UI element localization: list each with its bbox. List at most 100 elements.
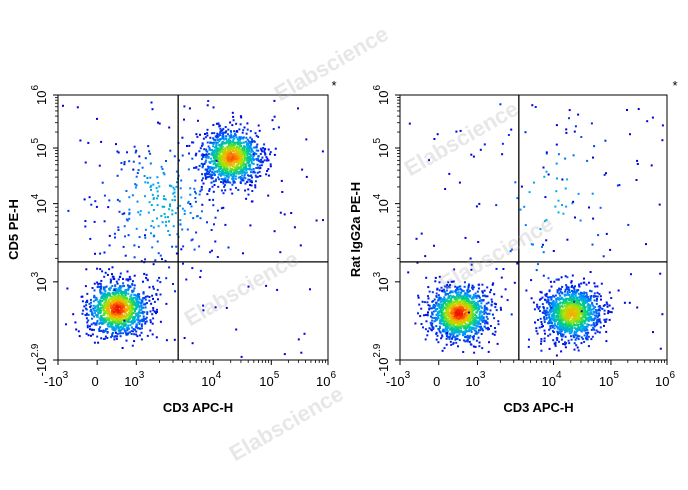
event-dot (149, 329, 152, 332)
event-dot (455, 291, 458, 294)
event-dot (458, 320, 460, 323)
event-dot (465, 330, 468, 332)
event-dot (438, 298, 441, 301)
event-dot (600, 282, 603, 285)
event-dot (587, 345, 590, 348)
event-dot (218, 170, 221, 173)
event-dot (100, 309, 103, 312)
event-dot (500, 295, 503, 298)
event-dot (544, 298, 546, 301)
y-axis-label: CD5 PE-H (6, 199, 21, 260)
event-dot (250, 184, 253, 187)
event-dot (457, 331, 460, 334)
event-dot (235, 164, 238, 167)
event-dot (269, 151, 272, 154)
event-dot (547, 300, 550, 303)
event-dot (605, 340, 608, 343)
event-dot (480, 327, 483, 330)
event-dot (244, 177, 247, 180)
event-dot (254, 132, 257, 135)
event-dot (101, 306, 104, 309)
event-dot (457, 303, 460, 306)
event-dot (185, 278, 188, 281)
event-dot (245, 165, 248, 168)
event-dot (195, 192, 197, 195)
event-dot (126, 270, 129, 273)
event-dot (104, 302, 107, 305)
event-dot (195, 166, 198, 169)
event-dot (124, 304, 127, 306)
event-dot (598, 305, 601, 307)
event-dot (468, 294, 471, 297)
event-dot (461, 312, 464, 314)
event-dot (582, 294, 585, 297)
event-dot (133, 274, 136, 277)
event-dot (466, 338, 469, 341)
event-dot (191, 141, 193, 144)
event-dot (229, 157, 231, 160)
event-dot (568, 332, 571, 335)
event-dot (220, 178, 223, 180)
event-dot (104, 298, 107, 301)
event-dot (229, 156, 232, 158)
event-dot (452, 325, 455, 328)
event-dot (156, 217, 158, 220)
event-dot (194, 179, 197, 182)
event-dot (249, 140, 252, 143)
event-dot (491, 313, 494, 316)
event-dot (462, 321, 465, 324)
event-dot (458, 293, 461, 296)
event-dot (301, 168, 304, 171)
event-dot (434, 316, 437, 319)
event-dot (441, 334, 444, 337)
event-dot (220, 181, 222, 183)
event-dot (146, 334, 149, 337)
event-dot (150, 302, 153, 305)
event-dot (123, 301, 125, 304)
event-dot (568, 330, 571, 333)
event-dot (610, 297, 613, 299)
event-dot (442, 298, 445, 301)
event-dot (486, 312, 489, 315)
event-dot (582, 304, 585, 307)
event-dot (129, 286, 132, 288)
event-dot (224, 160, 227, 163)
event-dot (604, 320, 607, 323)
event-dot (216, 147, 219, 150)
event-dot (474, 329, 477, 332)
event-dot (144, 295, 147, 298)
event-dot (458, 296, 461, 299)
event-dot (448, 291, 451, 294)
event-dot (562, 343, 565, 345)
event-dot (179, 223, 182, 226)
event-dot (481, 290, 484, 293)
event-dot (135, 333, 138, 336)
event-dot (142, 280, 144, 283)
event-dot (447, 326, 450, 329)
event-dot (158, 185, 161, 188)
event-dot (475, 332, 478, 335)
event-dot (451, 337, 453, 340)
event-dot (488, 328, 490, 331)
event-dot (451, 336, 454, 339)
event-dot (233, 132, 236, 135)
event-dot (163, 195, 166, 198)
event-dot (474, 332, 477, 335)
event-dot (144, 306, 147, 309)
event-dot (118, 275, 121, 278)
event-dot (600, 298, 602, 301)
event-dot (558, 309, 561, 312)
event-dot (96, 298, 99, 301)
event-dot (466, 292, 469, 295)
event-dot (487, 326, 490, 329)
event-dot (220, 165, 222, 168)
event-dot (443, 316, 446, 319)
event-dot (225, 172, 228, 175)
event-dot (130, 313, 133, 316)
event-dot (137, 296, 139, 298)
event-dot (113, 301, 116, 304)
event-dot (144, 181, 147, 184)
event-dot (449, 314, 452, 317)
event-dot (250, 158, 253, 161)
event-dot (99, 311, 102, 314)
